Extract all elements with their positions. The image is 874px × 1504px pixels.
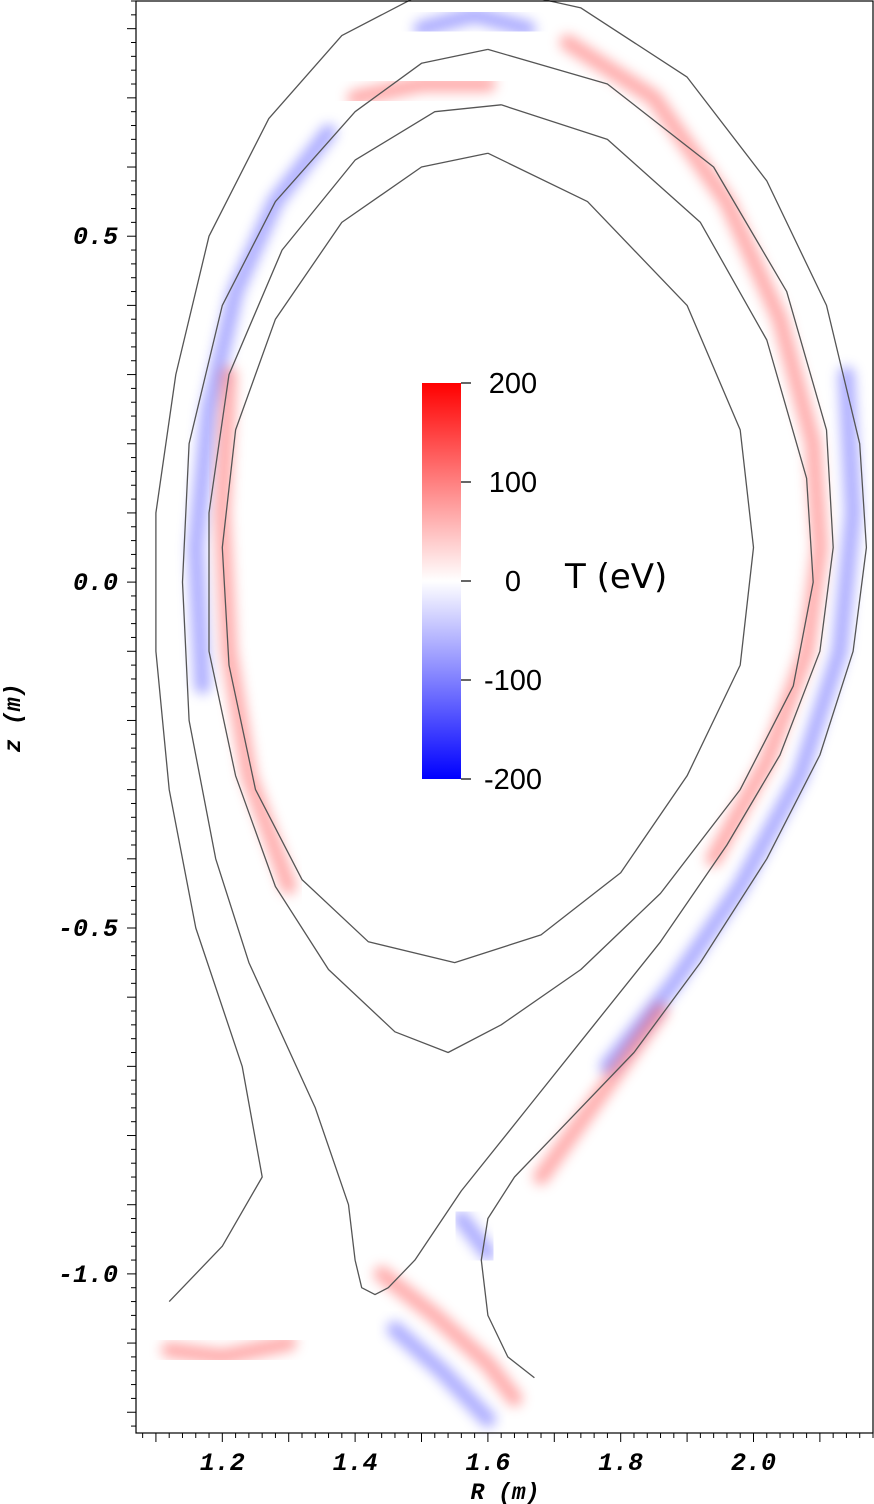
perturbation-band-positive [533, 1003, 669, 1185]
perturbation-band-positive [347, 76, 496, 106]
perturbation-band-negative [187, 124, 337, 694]
x-tick-label: 1.6 [465, 1449, 510, 1478]
flux-surface [208, 104, 814, 1054]
y-axis-label: z (m) [1, 683, 27, 752]
perturbation-band-positive [559, 34, 828, 867]
perturbation-field [161, 6, 862, 1428]
x-tick-label: 1.8 [598, 1449, 643, 1478]
flux-surface [155, 0, 868, 1379]
y-tick-label: -0.5 [58, 915, 118, 944]
perturbation-band-positive [161, 1335, 297, 1365]
x-tick-label: 2.0 [731, 1449, 776, 1478]
colorbar-tick-label: 200 [489, 368, 537, 400]
colorbar-tick-label: 0 [505, 566, 521, 598]
y-axis-ticks: 0.5 0.0 -0.5 -1.0 [58, 0, 136, 1427]
perturbation-band-positive [214, 366, 297, 895]
flux-surfaces [155, 0, 868, 1379]
colorbar-title: T (eV) [564, 557, 667, 597]
flux-surface [181, 48, 834, 1296]
x-tick-label: 1.2 [200, 1449, 245, 1478]
y-tick-label: -1.0 [58, 1261, 118, 1290]
flux-surface [221, 152, 755, 964]
colorbar-tick-label: -100 [484, 665, 542, 697]
perturbation-band-negative [386, 1321, 496, 1428]
perturbation-band-negative [453, 1210, 496, 1262]
colorbar-tick-label: 100 [489, 467, 537, 499]
colorbar-tick-label: -200 [484, 764, 542, 796]
perturbation-band-positive [373, 1265, 523, 1407]
x-tick-label: 1.4 [333, 1449, 378, 1478]
perturbation-band-negative [599, 366, 862, 1075]
perturbation-band-negative [413, 6, 536, 37]
y-tick-label: 0.0 [73, 569, 118, 598]
plot-frame [135, 0, 874, 1434]
y-tick-label: 0.5 [73, 223, 118, 252]
colorbar-gradient [422, 383, 461, 779]
colorbar-ticks: 200 100 0 -100 -200 [461, 368, 542, 796]
colorbar: 200 100 0 -100 -200 T (eV) [422, 368, 667, 796]
x-axis-ticks: 1.2 1.4 1.6 1.8 2.0 [142, 1433, 874, 1478]
x-axis-label: R (m) [470, 1480, 539, 1504]
